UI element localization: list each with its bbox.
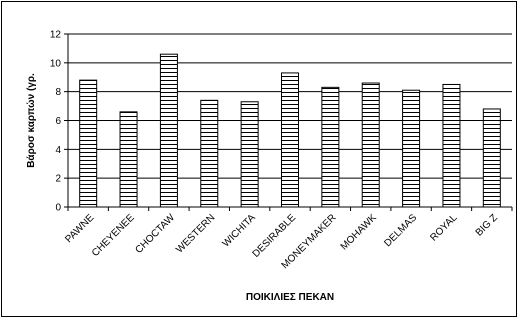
- x-tick-label: DELMAS: [382, 212, 419, 249]
- x-tick-label: CHEYENEE: [90, 212, 137, 259]
- x-tick-label: PAWNE: [63, 212, 96, 245]
- bar-choctaw: [159, 53, 178, 208]
- y-tick-label: 2: [55, 174, 61, 185]
- y-tick-label: 12: [50, 30, 62, 41]
- y-tick-label: 0: [55, 203, 61, 214]
- y-tick-label: 4: [55, 145, 61, 156]
- x-tick-label: CHOCTAW: [134, 212, 178, 256]
- bar-mohawk: [361, 82, 380, 208]
- x-tick-label: BIG Z: [474, 212, 500, 238]
- bar-pawne: [79, 79, 98, 208]
- x-axis-title: ΠΟΙΚΙΛΙΕΣ ΠΕΚΑΝ: [246, 292, 334, 303]
- bars: [79, 53, 501, 208]
- bar-desirable: [281, 72, 299, 208]
- bar-moneymaker: [321, 86, 340, 208]
- y-tick-label: 10: [50, 58, 62, 69]
- x-tick-label: MOHAWK: [339, 212, 379, 252]
- x-tick-label: ROYAL: [428, 212, 460, 244]
- y-tick-labels: 0 2 4 6 8 10 12: [50, 30, 62, 214]
- y-tick-label: 6: [55, 116, 61, 127]
- bar-wichita: [240, 101, 259, 208]
- y-tick-label: 8: [55, 87, 61, 98]
- x-tick-label: WESTERN: [174, 212, 217, 255]
- bar-big-z: [482, 108, 501, 208]
- x-tick-label: WICHITA: [221, 212, 258, 249]
- bar-cheyenee: [119, 111, 138, 208]
- axes: [67, 34, 512, 208]
- bar-royal: [442, 83, 461, 208]
- bar-western: [200, 99, 219, 208]
- bar-delmas: [402, 89, 421, 208]
- y-axis-title: Βάροσ καρπών (γρ.: [26, 73, 37, 168]
